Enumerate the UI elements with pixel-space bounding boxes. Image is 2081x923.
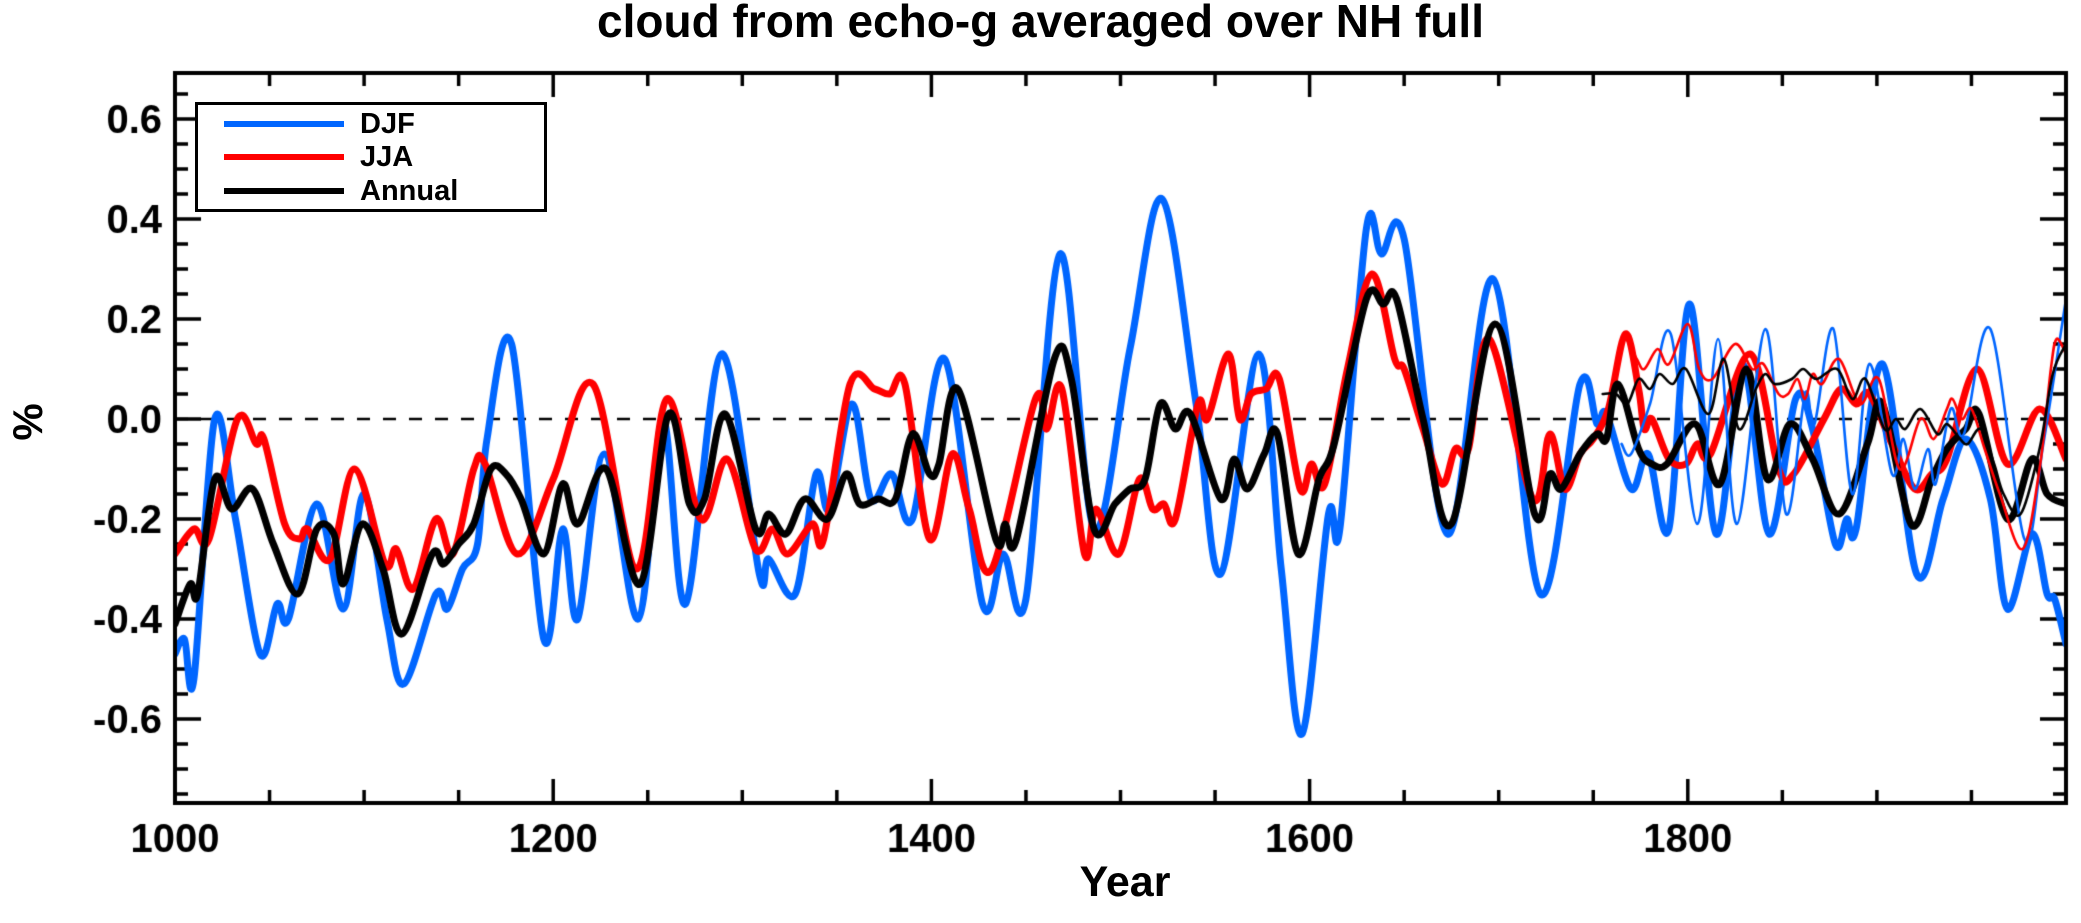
chart-title: cloud from echo-g averaged over NH full	[597, 0, 1484, 47]
y-axis-title: %	[4, 403, 51, 441]
x-axis-title: Year	[1079, 858, 1171, 906]
legend-label-annual: Annual	[360, 174, 459, 207]
legend-label-djf: DJF	[360, 107, 415, 140]
djf-line-swatch	[224, 120, 344, 127]
jja-line-swatch	[224, 154, 344, 160]
annual-line-swatch	[224, 187, 344, 194]
legend: DJF JJA Annual	[195, 102, 547, 212]
legend-item-djf: DJF	[198, 109, 544, 139]
legend-item-jja: JJA	[198, 142, 544, 172]
legend-item-annual: Annual	[198, 176, 544, 206]
legend-label-jja: JJA	[360, 141, 414, 173]
